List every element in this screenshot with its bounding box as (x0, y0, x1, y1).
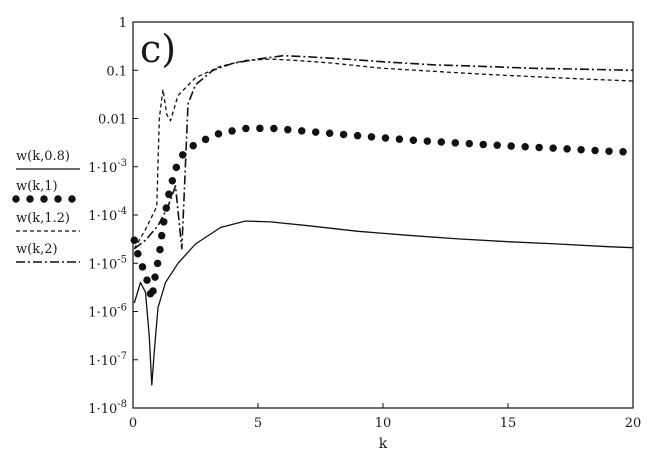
series-line-2 (133, 58, 634, 250)
y-tick-mantissa: 1·10 (88, 257, 117, 272)
series-line-3 (133, 54, 634, 250)
y-tick-mantissa: 1·10 (88, 161, 117, 176)
y-axis-ticks: 10.10.011·10-31·10-41·10-51·10-61·10-71·… (88, 16, 138, 417)
series-layer (130, 54, 637, 386)
y-tick-exponent: -3 (117, 158, 127, 169)
y-tick-exponent: -5 (117, 254, 127, 265)
y-tick-mantissa: 0.01 (98, 113, 127, 128)
series-line-0 (133, 220, 634, 386)
x-tick-label: 20 (625, 416, 642, 431)
y-tick-mantissa: 0.1 (106, 64, 127, 79)
x-tick-label: 15 (500, 416, 517, 431)
legend-label-3: w(k,2) (16, 242, 58, 257)
legend-label-0: w(k,0.8) (16, 149, 70, 164)
y-tick-exponent: -6 (117, 303, 127, 314)
y-tick-mantissa: 1·10 (88, 402, 117, 417)
y-tick-exponent: -4 (117, 206, 127, 217)
y-tick-exponent: -8 (117, 399, 127, 410)
y-tick-label: 1 (119, 16, 127, 31)
legend-label-2: w(k,1.2) (16, 211, 70, 226)
y-tick-mantissa: 1 (119, 16, 127, 31)
y-tick-label: 1·10-4 (88, 206, 127, 224)
y-tick-label: 1·10-5 (88, 254, 127, 272)
legend: w(k,0.8) w(k,1) w(k,1.2) w(k,2) (12, 149, 84, 263)
panel-label: c) (140, 27, 176, 71)
y-tick-mantissa: 1·10 (88, 354, 117, 369)
y-tick-label: 1·10-3 (88, 158, 127, 176)
y-tick-label: 1·10-8 (88, 399, 127, 417)
y-tick-label: 1·10-7 (88, 351, 127, 369)
x-tick-label: 10 (375, 416, 392, 431)
legend-label-1: w(k,1) (16, 179, 58, 194)
y-tick-exponent: -7 (117, 351, 127, 362)
x-tick-label: 5 (254, 416, 262, 431)
x-axis-ticks: 0 5 10 15 20 (129, 403, 641, 431)
y-tick-mantissa: 1·10 (88, 209, 117, 224)
series-line-1 (130, 124, 637, 303)
x-tick-label: 0 (129, 416, 137, 431)
y-tick-label: 0.1 (106, 64, 127, 79)
x-axis-label: k (379, 436, 388, 452)
plot-frame (132, 21, 634, 409)
y-tick-mantissa: 1·10 (88, 306, 117, 321)
y-tick-label: 0.01 (98, 113, 127, 128)
y-tick-label: 1·10-6 (88, 303, 127, 321)
